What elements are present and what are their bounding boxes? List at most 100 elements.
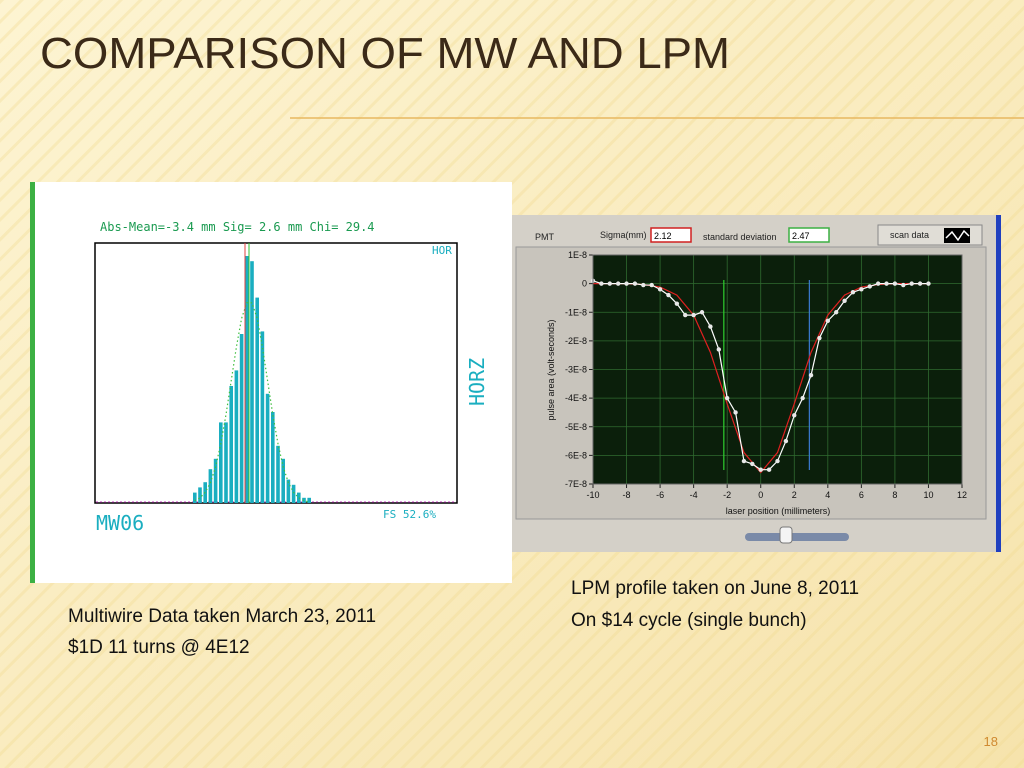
slide-title: COMPARISON OF MW AND LPM — [40, 29, 730, 78]
data-point — [691, 312, 696, 318]
sigma-value: 2.12 — [654, 231, 672, 241]
x-tick-label: 6 — [859, 490, 864, 500]
data-point — [884, 281, 889, 286]
data-point — [624, 281, 629, 286]
data-point — [800, 395, 805, 401]
data-point — [750, 461, 755, 467]
bar — [208, 469, 213, 503]
mw-border — [30, 182, 35, 583]
data-point — [909, 281, 914, 286]
data-point — [817, 335, 822, 341]
mw-device: MW06 — [96, 511, 144, 535]
data-point — [867, 284, 872, 289]
caption-right-2: On $14 cycle (single bunch) — [571, 610, 807, 631]
x-tick-label: 4 — [825, 490, 830, 500]
data-point — [674, 301, 680, 306]
data-point — [741, 458, 747, 464]
data-point — [792, 413, 797, 418]
bar — [286, 479, 291, 503]
lpm-border — [996, 215, 1001, 552]
bar — [260, 331, 265, 503]
data-point — [599, 281, 604, 286]
bar — [307, 497, 311, 503]
data-point — [758, 467, 763, 472]
y-tick-label: -4E-8 — [565, 393, 587, 403]
y-tick-label: 1E-8 — [568, 250, 587, 260]
data-point — [825, 318, 831, 324]
bar — [239, 334, 244, 503]
data-point — [859, 287, 864, 292]
data-point — [716, 347, 721, 352]
data-point — [649, 282, 654, 288]
bar — [250, 261, 254, 503]
mw-header: Abs-Mean=-3.4 mm Sig= 2.6 mm Chi= 29.4 — [100, 220, 375, 234]
data-point — [775, 458, 780, 464]
bar — [224, 422, 228, 503]
bar — [198, 487, 202, 503]
bar — [297, 492, 301, 503]
x-axis-label: laser position (millimeters) — [726, 506, 831, 516]
data-point — [842, 298, 847, 303]
data-point — [641, 282, 646, 288]
bar — [302, 497, 306, 503]
data-point — [666, 292, 671, 298]
slider-track — [745, 533, 849, 541]
x-tick-label: 8 — [892, 490, 897, 500]
bar — [291, 484, 296, 503]
bar — [271, 412, 275, 503]
caption-left-2: $1D 11 turns @ 4E12 — [68, 637, 250, 658]
y-tick-label: -3E-8 — [565, 365, 587, 375]
mw-side: HORZ — [465, 358, 489, 406]
sigma-label: Sigma(mm) — [600, 230, 647, 240]
y-tick-label: -6E-8 — [565, 450, 587, 460]
x-tick-label: 10 — [923, 490, 933, 500]
x-tick-label: -10 — [586, 490, 599, 500]
x-tick-label: -4 — [690, 490, 698, 500]
data-point — [875, 281, 881, 286]
page-number: 18 — [984, 734, 998, 749]
mw-frame — [94, 242, 458, 504]
data-point — [808, 373, 814, 378]
data-point — [615, 281, 621, 286]
data-point — [783, 438, 789, 444]
caption-right-1: LPM profile taken on June 8, 2011 — [571, 578, 859, 599]
data-point — [699, 310, 705, 315]
data-point — [657, 287, 663, 292]
data-point — [607, 281, 612, 286]
y-tick-label: -7E-8 — [565, 479, 587, 489]
lpm-panel-label: PMT — [535, 232, 555, 242]
caption-left-1: Multiwire Data taken March 23, 2011 — [68, 606, 376, 627]
fit-curve — [194, 302, 310, 503]
std-value: 2.47 — [792, 231, 810, 241]
bar — [255, 297, 259, 503]
data-point — [892, 281, 898, 286]
bar — [276, 445, 280, 503]
x-tick-label: 0 — [758, 490, 763, 500]
y-tick-label: -5E-8 — [565, 422, 587, 432]
data-point — [901, 282, 906, 288]
y-tick-label: -1E-8 — [565, 307, 587, 317]
bar — [213, 458, 218, 503]
data-point — [834, 310, 839, 315]
data-point — [708, 324, 713, 329]
scan-button-label[interactable]: scan data — [890, 230, 929, 240]
scan-icon-wave — [945, 229, 970, 242]
bar — [234, 370, 239, 503]
y-tick-label: 0 — [582, 279, 587, 289]
x-tick-label: 2 — [792, 490, 797, 500]
slider-thumb[interactable] — [779, 526, 793, 544]
std-label: standard deviation — [703, 232, 777, 242]
bar — [245, 256, 249, 503]
data-point — [850, 290, 856, 295]
bar — [229, 386, 233, 503]
plot-frame — [592, 254, 963, 485]
x-tick-label: -6 — [656, 490, 664, 500]
data-point — [683, 312, 688, 318]
bar — [281, 458, 285, 503]
data-point — [733, 410, 738, 415]
x-tick-label: -2 — [723, 490, 731, 500]
data-point — [917, 281, 923, 286]
data-point — [632, 281, 638, 286]
data-point — [766, 467, 772, 472]
